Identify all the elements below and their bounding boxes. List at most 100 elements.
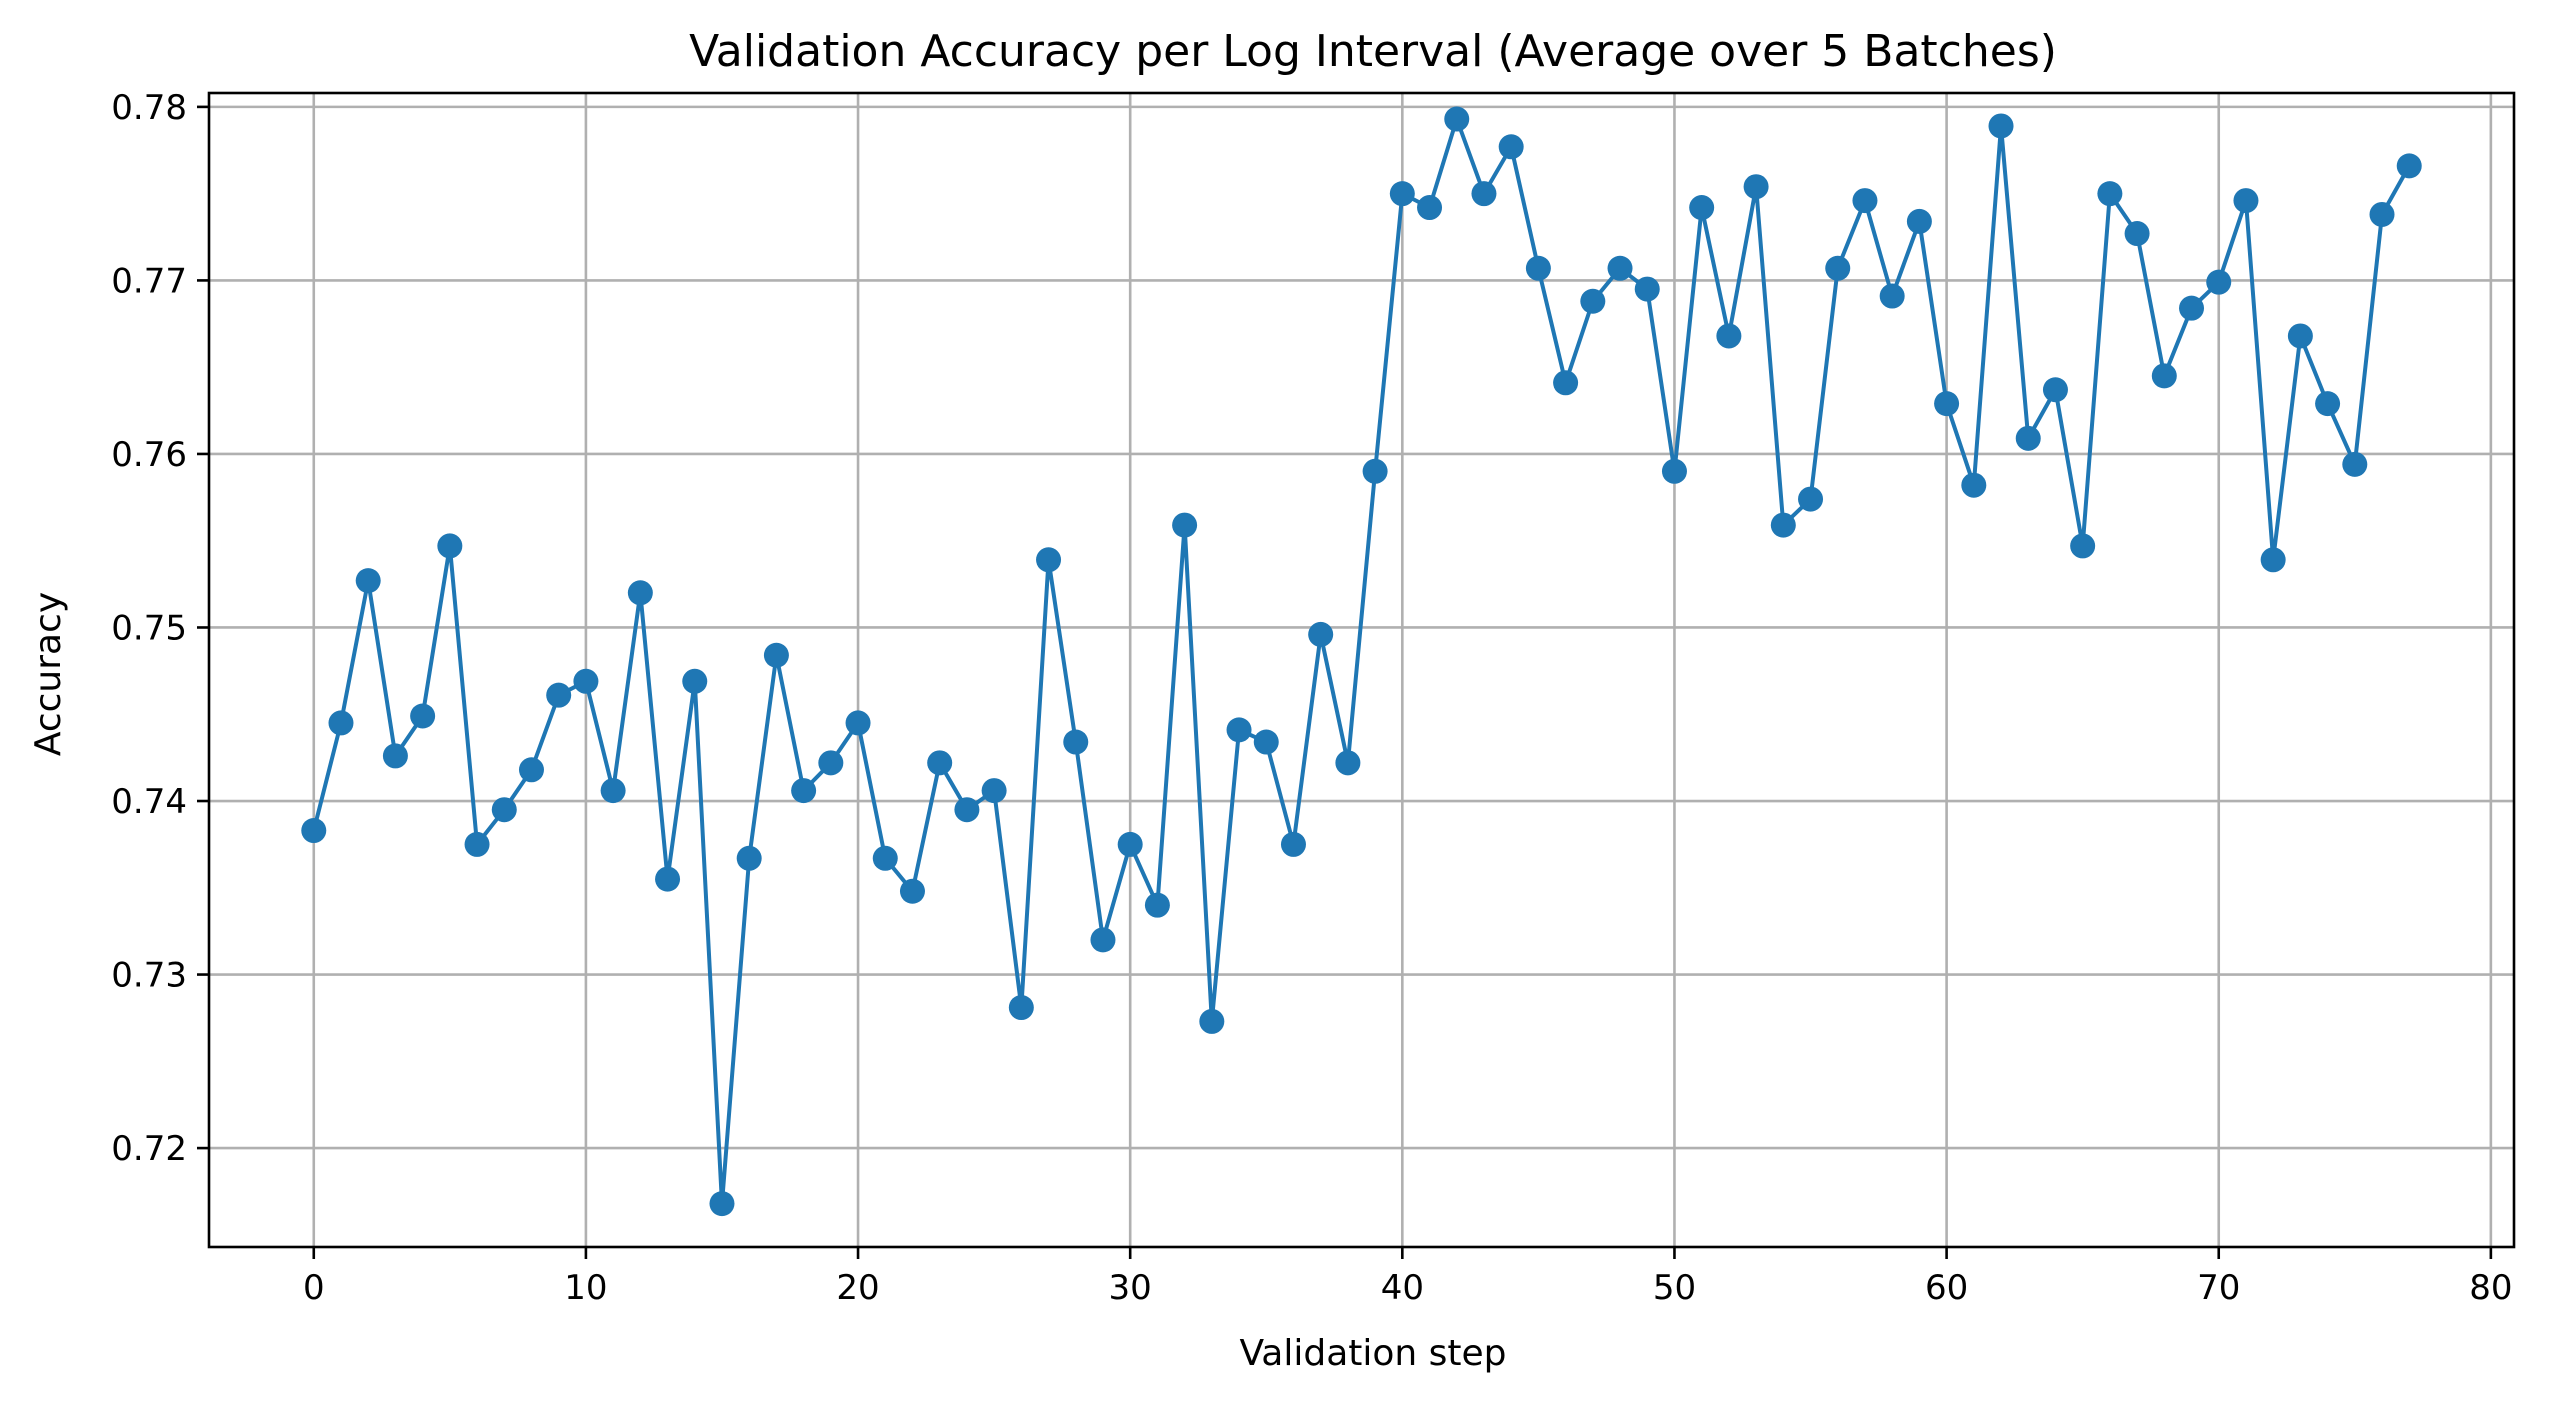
data-point: [1553, 370, 1579, 396]
series-line: [311, 117, 2411, 1206]
data-point: [1961, 472, 1987, 498]
data-point: [655, 866, 681, 892]
data-point: [1063, 729, 1089, 755]
data-point: [954, 797, 980, 823]
data-point: [1199, 1008, 1225, 1034]
data-point: [736, 845, 762, 871]
data-point: [464, 831, 490, 857]
data-point: [1716, 323, 1742, 349]
data-point: [2315, 391, 2341, 417]
data-point: [1335, 750, 1361, 776]
data-point: [1770, 512, 1796, 538]
plot-frame: [207, 91, 2516, 1249]
data-point: [1743, 174, 1769, 200]
labels: Validation Accuracy per Log Interval (Av…: [28, 26, 2057, 1374]
data-point: [437, 533, 463, 559]
data-point: [1226, 717, 1252, 743]
y-axis-label: Accuracy: [28, 592, 69, 756]
axes: 0 10 20 30 40 50 60 70 80 0.72 0.73 0.74 0.75 0.76 0.7…: [111, 88, 2516, 1308]
data-point: [627, 580, 653, 606]
data-point: [899, 878, 925, 904]
data-point: [709, 1191, 735, 1217]
data-point: [2396, 153, 2422, 179]
data-point: [328, 710, 354, 736]
data-point: [1661, 458, 1687, 484]
data-point: [1934, 391, 1960, 417]
data-point: [2179, 295, 2205, 321]
data-point: [981, 778, 1007, 804]
data-point: [518, 757, 544, 783]
data-point: [491, 797, 517, 823]
data-point: [573, 668, 599, 694]
data-point: [1362, 458, 1388, 484]
data-point: [600, 778, 626, 804]
x-tick-label: 20: [836, 1268, 879, 1308]
data-point: [763, 642, 789, 668]
data-point: [1852, 188, 1878, 214]
x-tick-label: 40: [1381, 1268, 1424, 1308]
data-point: [2369, 201, 2395, 227]
data-point: [845, 710, 871, 736]
data-point: [2097, 181, 2123, 207]
data-point: [1689, 195, 1715, 221]
data-point: [1308, 621, 1334, 647]
x-tick-label: 0: [303, 1268, 325, 1308]
data-point: [1634, 276, 1660, 302]
y-tick-label: 0.75: [111, 608, 187, 648]
data-point: [1008, 995, 1034, 1021]
data-point: [1988, 113, 2014, 139]
data-point: [2260, 547, 2286, 573]
data-point: [1798, 486, 1824, 512]
x-tick-label: 30: [1109, 1268, 1152, 1308]
data-point: [355, 568, 381, 594]
y-tick-label: 0.74: [111, 782, 187, 822]
data-point: [872, 845, 898, 871]
data-point: [2070, 533, 2096, 559]
data-point: [301, 818, 327, 844]
data-point: [1417, 195, 1443, 221]
data-point: [2287, 323, 2313, 349]
y-tick-label: 0.78: [111, 88, 187, 128]
data-point: [2342, 451, 2368, 477]
data-point: [2151, 363, 2177, 389]
data-point: [2042, 377, 2068, 403]
data-point: [1389, 181, 1415, 207]
series-accuracy: [301, 106, 2422, 1217]
data-point: [1172, 512, 1198, 538]
y-tick-label: 0.73: [111, 956, 187, 996]
data-point: [2233, 188, 2259, 214]
y-tick-label: 0.76: [111, 435, 187, 475]
y-tick-label: 0.72: [111, 1129, 187, 1169]
data-point: [927, 750, 953, 776]
data-point: [1036, 547, 1062, 573]
data-point: [1144, 892, 1170, 918]
data-point: [1879, 283, 1905, 309]
x-tick-label: 10: [564, 1268, 607, 1308]
x-tick-label: 50: [1653, 1268, 1696, 1308]
x-tick-label: 80: [2469, 1268, 2512, 1308]
data-point: [2015, 425, 2041, 451]
data-point: [1117, 831, 1143, 857]
data-point: [2124, 221, 2150, 247]
data-point: [1444, 106, 1470, 132]
data-point: [1280, 831, 1306, 857]
data-point: [546, 682, 572, 708]
data-point: [791, 778, 817, 804]
data-point: [1525, 255, 1551, 281]
data-point: [382, 743, 408, 769]
data-point: [682, 668, 708, 694]
data-point: [2206, 269, 2232, 295]
y-tick-label: 0.77: [111, 261, 187, 301]
data-point: [1906, 208, 1932, 234]
data-point: [1580, 288, 1606, 314]
data-point: [410, 703, 436, 729]
data-point: [1825, 255, 1851, 281]
chart-title: Validation Accuracy per Log Interval (Av…: [689, 26, 2057, 77]
data-point: [1253, 729, 1279, 755]
data-point: [1471, 181, 1497, 207]
data-point: [818, 750, 844, 776]
x-axis-label: Validation step: [1239, 1333, 1506, 1374]
data-point: [1607, 255, 1633, 281]
